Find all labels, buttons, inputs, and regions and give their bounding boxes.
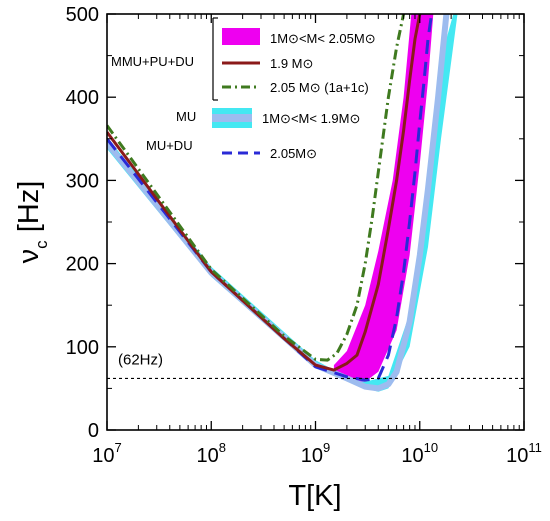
y-tick-label: 200 (66, 254, 99, 276)
legend-group-mmu-pu-du: MMU+PU+DU (111, 54, 194, 69)
x-axis-title: T[K] (288, 480, 341, 512)
y-tick-label: 100 (66, 337, 99, 359)
y-tick-label: 300 (66, 170, 99, 192)
series-line-0 (107, 14, 422, 372)
y-tick-label: 500 (66, 4, 99, 26)
x-tick-label: 108 (197, 440, 226, 467)
legend-bracket (212, 17, 218, 101)
legend-group-mu-du: MU+DU (146, 138, 193, 153)
x-tick-label: 109 (301, 440, 330, 467)
legend-swatch-cyan-band-inner (212, 114, 252, 122)
legend-swatch-magenta-band (222, 28, 260, 45)
y-axis-title: νc [Hz] (13, 181, 51, 264)
legend-label-magenta-band: 1M⊙<M< 2.05M⊙ (270, 31, 376, 46)
y-tick-label: 0 (88, 420, 99, 442)
series-layer (107, 14, 450, 392)
legend-label-cyan-band: 1M⊙<M< 1.9M⊙ (262, 111, 360, 126)
y-tick-label: 400 (66, 87, 99, 109)
series-line-1 (107, 14, 406, 362)
y-ticks: 0 100 200 300 400 500 (66, 4, 524, 442)
legend-label-2-05msun-1a1c: 2.05 M⊙ (1a+1c) (270, 80, 369, 95)
x-tick-label: 107 (92, 440, 121, 467)
x-tick-label: 1011 (506, 440, 542, 467)
band-1 (333, 14, 434, 382)
bands-layer (107, 14, 458, 392)
series-line-3 (107, 14, 434, 382)
reference-line-label: (62Hz) (118, 351, 163, 368)
legend: MMU+PU+DU 1M⊙<M< 2.05M⊙ 1.9 M⊙ 2.05 M⊙ (… (111, 17, 376, 161)
x-tick-label: 1010 (401, 440, 438, 467)
legend-group-mu: MU (176, 109, 196, 124)
x-ticks: 107 108 109 1010 1011 (92, 14, 542, 467)
legend-label-1-9msun: 1.9 M⊙ (270, 56, 313, 71)
legend-label-2-05msun: 2.05M⊙ (270, 146, 317, 161)
